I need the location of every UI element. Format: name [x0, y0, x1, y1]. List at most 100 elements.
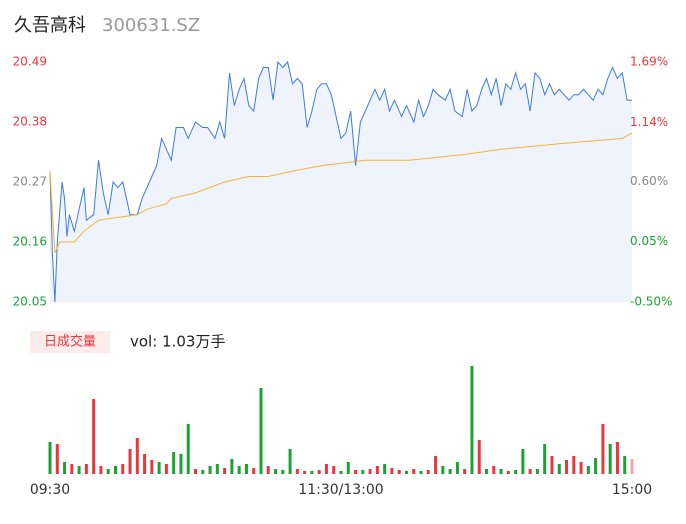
volume-bar: [521, 449, 525, 474]
volume-bar: [324, 464, 328, 474]
volume-bar: [594, 458, 598, 474]
volume-bar: [557, 464, 561, 474]
x-tick-label: 15:00: [612, 482, 652, 498]
volume-bar: [354, 470, 358, 474]
volume-bar: [535, 469, 539, 474]
y-tick-label: 20.27: [13, 175, 47, 189]
volume-bar: [84, 464, 88, 474]
volume-bar: [55, 444, 59, 474]
volume-bar: [550, 456, 554, 474]
average-line: [49, 132, 633, 254]
volume-bar: [434, 456, 438, 474]
volume-bar: [274, 469, 278, 474]
volume-bar: [194, 469, 197, 474]
y2-tick-label: 0.60%: [630, 174, 668, 188]
volume-bar: [303, 471, 307, 474]
volume-bar: [237, 466, 241, 474]
volume-bar: [244, 464, 248, 474]
volume-bar: [143, 454, 147, 474]
volume-bar: [332, 466, 336, 474]
volume-bar: [113, 466, 117, 474]
volume-bar: [150, 460, 154, 474]
volume-bar: [106, 469, 110, 474]
volume-bar: [492, 466, 496, 474]
volume-bar: [121, 464, 125, 474]
volume-bar: [448, 469, 452, 474]
volume-bar: [288, 449, 292, 474]
volume-bar: [92, 399, 96, 474]
volume-bar: [281, 470, 285, 474]
volume-bar: [208, 466, 212, 474]
volume-bar: [172, 452, 176, 474]
volume-bar: [77, 466, 81, 474]
volume-bar: [186, 424, 190, 474]
volume-bar: [608, 444, 612, 474]
volume-bar: [630, 459, 634, 474]
y-tick-label: 20.16: [13, 235, 47, 249]
volume-bar: [623, 456, 627, 474]
stock-code: 300631.SZ: [102, 15, 200, 36]
volume-bar: [470, 366, 474, 474]
x-tick-label: 09:30: [30, 482, 70, 498]
volume-bar: [266, 466, 270, 474]
volume-bar: [223, 468, 227, 474]
x-tick-label: 11:30/13:00: [298, 482, 383, 498]
y2-tick-label: -0.50%: [630, 295, 672, 309]
volume-bar: [383, 464, 387, 474]
y2-tick-label: 1.69%: [630, 55, 668, 69]
volume-bar: [230, 459, 234, 474]
y-tick-label: 20.38: [13, 115, 47, 129]
volume-bar: [157, 462, 161, 474]
volume-bar: [179, 454, 183, 474]
volume-bar: [70, 464, 74, 474]
volume-bar: [586, 466, 590, 474]
price-area: [50, 62, 632, 302]
volume-bar: [565, 460, 569, 474]
volume-bar: [477, 440, 481, 474]
volume-bar: [259, 388, 263, 474]
volume-bar: [412, 469, 416, 474]
volume-bar: [397, 470, 401, 474]
volume-bar: [368, 469, 372, 474]
volume-bar: [514, 470, 518, 474]
volume-bar: [499, 469, 503, 474]
volume-bar: [339, 471, 343, 474]
volume-bar: [426, 470, 430, 474]
volume-bar: [601, 424, 605, 474]
volume-bar: [615, 442, 619, 474]
volume-bar: [128, 449, 132, 474]
volume-bar: [135, 438, 139, 474]
volume-bar: [455, 462, 459, 474]
volume-bar: [48, 442, 52, 474]
y-tick-label: 20.05: [13, 295, 47, 309]
volume-bar: [579, 462, 583, 474]
volume-label: 日成交量: [44, 334, 96, 350]
volume-bar: [252, 468, 256, 474]
volume-badge: [30, 331, 110, 353]
volume-bar: [485, 469, 488, 474]
volume-bar: [295, 469, 299, 474]
volume-bar: [99, 466, 103, 474]
volume-bar: [375, 466, 379, 474]
volume-bar: [346, 462, 350, 474]
volume-bar: [463, 469, 467, 474]
volume-bar: [404, 471, 408, 474]
volume-bar: [528, 469, 532, 474]
chart-title: 久吾高科: [14, 15, 86, 36]
volume-bar: [572, 456, 576, 474]
y2-tick-label: 1.14%: [630, 115, 668, 129]
volume-bar: [201, 470, 205, 474]
volume-bar: [361, 470, 365, 474]
volume-bar: [310, 471, 314, 474]
y-tick-label: 20.49: [13, 55, 47, 69]
volume-bar: [506, 471, 510, 474]
volume-bar: [317, 470, 321, 474]
y2-tick-label: 0.05%: [630, 234, 668, 248]
volume-bar: [543, 444, 547, 474]
volume-bar: [215, 464, 219, 474]
volume-bar: [63, 462, 67, 474]
volume-bar: [390, 468, 394, 474]
volume-note: vol: 1.03万手: [130, 333, 225, 351]
volume-bar: [419, 471, 423, 474]
